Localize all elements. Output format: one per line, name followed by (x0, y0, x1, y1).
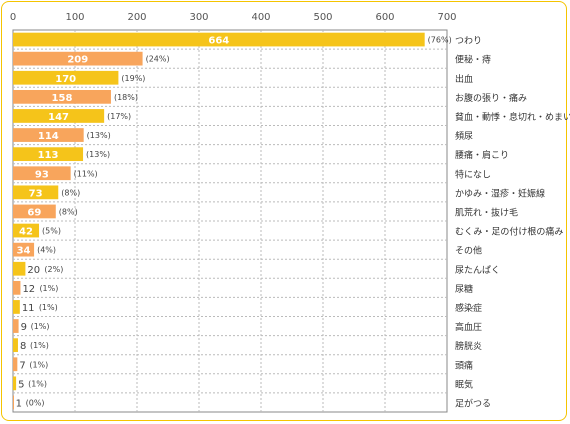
x-tick-label: 700 (437, 12, 456, 23)
data-label: 170 (55, 74, 76, 85)
category-label: 尿糖 (455, 283, 473, 295)
category-label: 高血圧 (455, 321, 482, 333)
data-label: 8 (20, 341, 26, 352)
category-label: 貧血・動悸・息切れ・めまい (455, 111, 570, 123)
category-label: むくみ・足の付け根の痛み (455, 226, 563, 238)
x-tick-label: 300 (189, 12, 208, 23)
category-label: 感染症 (455, 302, 482, 314)
x-tick-label: 200 (127, 12, 146, 23)
bar (13, 338, 18, 353)
bar (13, 223, 40, 238)
percent-label: (0%) (26, 398, 45, 407)
data-label: 209 (67, 55, 88, 66)
category-label: かゆみ・湿疹・妊娠線 (455, 187, 545, 199)
percent-label: (4%) (37, 246, 56, 255)
bar (13, 51, 143, 66)
x-tick-label: 100 (65, 12, 84, 23)
data-label: 73 (29, 188, 43, 199)
percent-label: (1%) (29, 360, 48, 369)
bar (13, 242, 35, 257)
data-label: 9 (21, 322, 27, 333)
data-label: 93 (35, 169, 49, 180)
bar (13, 395, 14, 410)
x-tick-label: 500 (313, 12, 332, 23)
percent-label: (17%) (107, 112, 131, 121)
bar (13, 147, 84, 162)
bar (13, 166, 71, 181)
bar (13, 376, 17, 391)
bar (13, 89, 111, 104)
category-label: 頻尿 (455, 130, 473, 142)
category-label: つわり (455, 36, 482, 47)
percent-label: (13%) (87, 131, 111, 140)
category-label: 肌荒れ・抜け毛 (455, 206, 518, 218)
category-label: 眠気 (455, 378, 473, 390)
data-label: 42 (19, 227, 33, 238)
x-tick-label: 0 (10, 12, 16, 23)
data-label: 34 (17, 246, 31, 257)
category-label: 尿たんぱく (455, 265, 500, 276)
category-label: 特になし (455, 168, 491, 180)
bar (13, 109, 105, 123)
data-label: 113 (38, 150, 59, 161)
data-label: 664 (208, 36, 229, 47)
bar (13, 185, 59, 200)
bar (13, 300, 20, 314)
category-label: その他 (455, 245, 482, 257)
bar (13, 128, 84, 142)
data-label: 1 (16, 398, 22, 409)
percent-label: (2%) (44, 265, 63, 274)
percent-label: (13%) (86, 150, 110, 159)
bar (13, 319, 19, 333)
data-label: 12 (22, 284, 35, 295)
bar (13, 70, 119, 85)
category-label: 頭痛 (455, 359, 473, 371)
data-label: 147 (48, 112, 69, 123)
category-label: 便秘・痔 (455, 54, 491, 66)
percent-label: (11%) (74, 169, 98, 178)
data-label: 158 (52, 93, 73, 104)
category-label: 出血 (455, 73, 473, 85)
percent-label: (24%) (146, 55, 170, 64)
data-label: 69 (27, 207, 41, 218)
data-label: 7 (19, 360, 25, 371)
percent-label: (1%) (39, 284, 58, 293)
percent-label: (1%) (30, 341, 49, 350)
percent-label: (8%) (59, 207, 78, 216)
percent-label: (76%) (428, 36, 452, 45)
percent-label: (1%) (39, 303, 58, 312)
data-label: 5 (18, 379, 24, 390)
bar (13, 32, 425, 47)
percent-label: (5%) (42, 227, 61, 236)
category-label: 腰痛・肩こり (455, 149, 509, 161)
category-label: 足がつる (455, 397, 491, 409)
percent-label: (18%) (114, 93, 138, 102)
percent-label: (19%) (121, 74, 145, 83)
data-label: 20 (27, 265, 40, 276)
bar (13, 357, 18, 372)
percent-label: (8%) (61, 188, 80, 197)
percent-label: (1%) (31, 322, 50, 331)
x-tick-label: 600 (375, 12, 394, 23)
data-label: 114 (38, 131, 59, 142)
percent-label: (1%) (28, 379, 47, 388)
bar (13, 280, 21, 295)
bar (13, 204, 56, 219)
data-label: 11 (22, 303, 35, 314)
x-tick-label: 400 (251, 12, 270, 23)
bar (13, 261, 26, 276)
category-label: 膀胱炎 (455, 340, 482, 352)
category-label: お腹の張り・痛み (455, 92, 527, 104)
